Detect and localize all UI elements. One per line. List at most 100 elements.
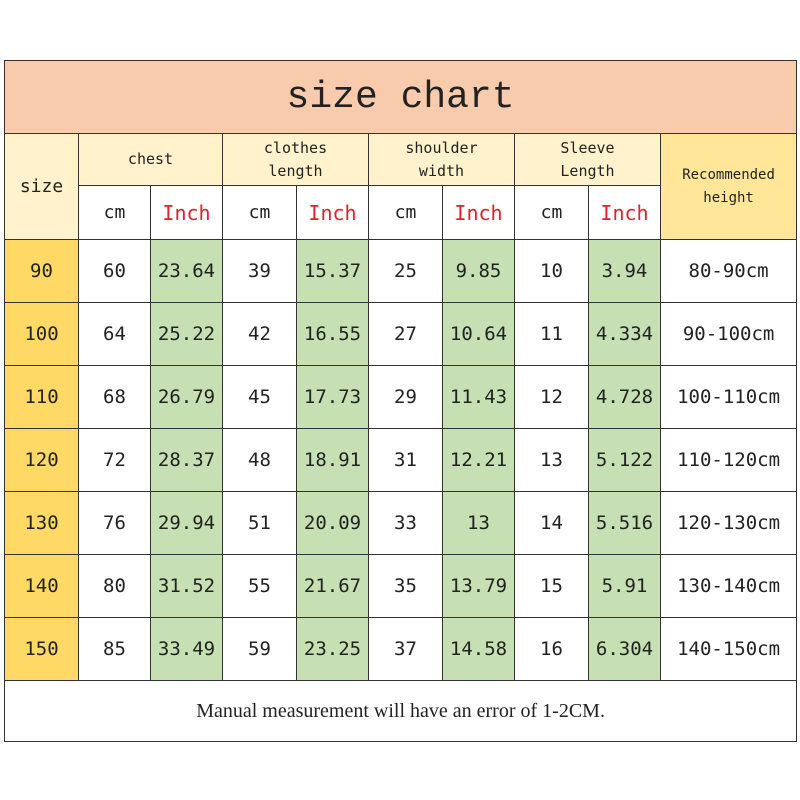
unit-inch: Inch (296, 185, 369, 240)
row: 150 85 33.49 59 23.25 37 14.58 16 6.304 140-150cm (4, 617, 798, 681)
unit-cm: cm (368, 185, 443, 240)
size-cell: 120 (4, 428, 79, 492)
value-cell: 28.37 (150, 428, 223, 492)
value-cell: 80-90cm (659, 239, 798, 303)
row: Manual measurement will have an error of… (3, 680, 798, 742)
footer-note: Manual measurement will have an error of… (3, 680, 798, 742)
unit-inch: Inch (442, 185, 515, 240)
value-cell: 60 (78, 239, 151, 303)
value-cell: 11.43 (442, 365, 515, 429)
size-table: size chart size chest clothes length should… (3, 60, 798, 742)
value-cell: 39 (222, 239, 297, 303)
value-cell: 20.09 (296, 491, 369, 555)
value-cell: 48 (222, 428, 297, 492)
value-cell: 26.79 (150, 365, 223, 429)
size-cell: 100 (4, 302, 79, 366)
value-cell: 13 (514, 428, 589, 492)
value-cell: 5.122 (588, 428, 661, 492)
value-cell: 13 (442, 491, 515, 555)
value-cell: 17.73 (296, 365, 369, 429)
unit-cm: cm (514, 185, 589, 240)
row: 110 68 26.79 45 17.73 29 11.43 12 4.728 100-110cm (4, 365, 798, 429)
value-cell: 25.22 (150, 302, 223, 366)
recommended-header: Recommended height (659, 133, 798, 240)
row: size chest clothes length shoulder width Sle… (4, 133, 798, 240)
group-header: shoulder width (368, 133, 515, 186)
unit-cm: cm (222, 185, 297, 240)
value-cell: 4.728 (588, 365, 661, 429)
value-cell: 14.58 (442, 617, 515, 681)
unit-inch: Inch (588, 185, 661, 240)
group-header: clothes length (222, 133, 369, 186)
size-cell: 90 (4, 239, 79, 303)
value-cell: 11 (514, 302, 589, 366)
value-cell: 85 (78, 617, 151, 681)
value-cell: 33.49 (150, 617, 223, 681)
size-cell: 150 (4, 617, 79, 681)
row: 90 60 23.64 39 15.37 25 9.85 10 3.94 80-90cm (4, 239, 798, 303)
value-cell: 76 (78, 491, 151, 555)
value-cell: 33 (368, 491, 443, 555)
size-header: size (4, 133, 79, 240)
value-cell: 18.91 (296, 428, 369, 492)
unit-inch: Inch (150, 185, 223, 240)
value-cell: 29 (368, 365, 443, 429)
value-cell: 14 (514, 491, 589, 555)
row: 120 72 28.37 48 18.91 31 12.21 13 5.122 110-120cm (4, 428, 798, 492)
value-cell: 27 (368, 302, 443, 366)
value-cell: 9.85 (442, 239, 515, 303)
value-cell: 42 (222, 302, 297, 366)
value-cell: 21.67 (296, 554, 369, 618)
value-cell: 29.94 (150, 491, 223, 555)
value-cell: 55 (222, 554, 297, 618)
size-chart: size chart size chest clothes length should… (3, 60, 798, 742)
value-cell: 45 (222, 365, 297, 429)
value-cell: 6.304 (588, 617, 661, 681)
value-cell: 68 (78, 365, 151, 429)
value-cell: 5.91 (588, 554, 661, 618)
value-cell: 12 (514, 365, 589, 429)
value-cell: 37 (368, 617, 443, 681)
value-cell: 10 (514, 239, 589, 303)
value-cell: 90-100cm (659, 302, 798, 366)
value-cell: 25 (368, 239, 443, 303)
value-cell: 59 (222, 617, 297, 681)
value-cell: 23.25 (296, 617, 369, 681)
value-cell: 3.94 (588, 239, 661, 303)
title: size chart (3, 60, 798, 134)
value-cell: 100-110cm (659, 365, 798, 429)
size-cell: 110 (4, 365, 79, 429)
unit-cm: cm (78, 185, 151, 240)
value-cell: 72 (78, 428, 151, 492)
value-cell: 10.64 (442, 302, 515, 366)
value-cell: 35 (368, 554, 443, 618)
group-header: chest (78, 133, 223, 186)
row: 100 64 25.22 42 16.55 27 10.64 11 4.334 90-100cm (4, 302, 798, 366)
value-cell: 15 (514, 554, 589, 618)
value-cell: 130-140cm (659, 554, 798, 618)
row: 130 76 29.94 51 20.09 33 13 14 5.516 120-130cm (4, 491, 798, 555)
value-cell: 31 (368, 428, 443, 492)
value-cell: 13.79 (442, 554, 515, 618)
value-cell: 4.334 (588, 302, 661, 366)
value-cell: 5.516 (588, 491, 661, 555)
value-cell: 31.52 (150, 554, 223, 618)
value-cell: 15.37 (296, 239, 369, 303)
row: cm Inch cm Inch cm Inch cm Inch (5, 185, 797, 240)
table-body: size chart size chest clothes length should… (3, 60, 798, 742)
value-cell: 23.64 (150, 239, 223, 303)
value-cell: 51 (222, 491, 297, 555)
value-cell: 12.21 (442, 428, 515, 492)
value-cell: 120-130cm (659, 491, 798, 555)
group-header: Sleeve Length (514, 133, 661, 186)
size-cell: 130 (4, 491, 79, 555)
value-cell: 16 (514, 617, 589, 681)
value-cell: 80 (78, 554, 151, 618)
row: 140 80 31.52 55 21.67 35 13.79 15 5.91 130-140cm (4, 554, 798, 618)
value-cell: 16.55 (296, 302, 369, 366)
value-cell: 110-120cm (659, 428, 798, 492)
size-cell: 140 (4, 554, 79, 618)
value-cell: 140-150cm (659, 617, 798, 681)
value-cell: 64 (78, 302, 151, 366)
